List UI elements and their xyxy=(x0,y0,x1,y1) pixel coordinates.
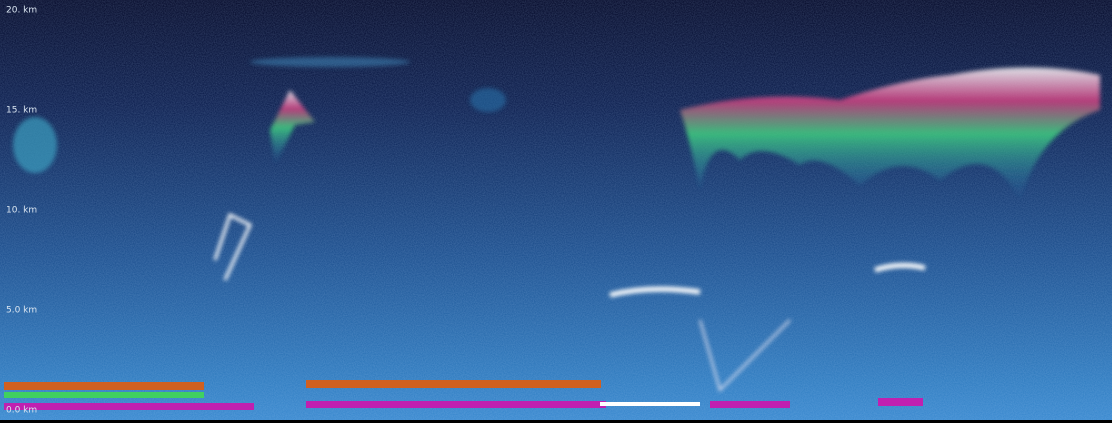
y-tick-label: 10. km xyxy=(6,206,37,216)
y-tick-label: 0.0 km xyxy=(6,406,37,416)
lidar-chart: 20. km 15. km 10. km 5.0 km 0.0 km xyxy=(0,0,1112,423)
y-tick-label: 5.0 km xyxy=(6,306,37,316)
y-tick-label: 15. km xyxy=(6,106,37,116)
y-tick-label: 20. km xyxy=(6,6,37,16)
noise xyxy=(0,0,1112,423)
